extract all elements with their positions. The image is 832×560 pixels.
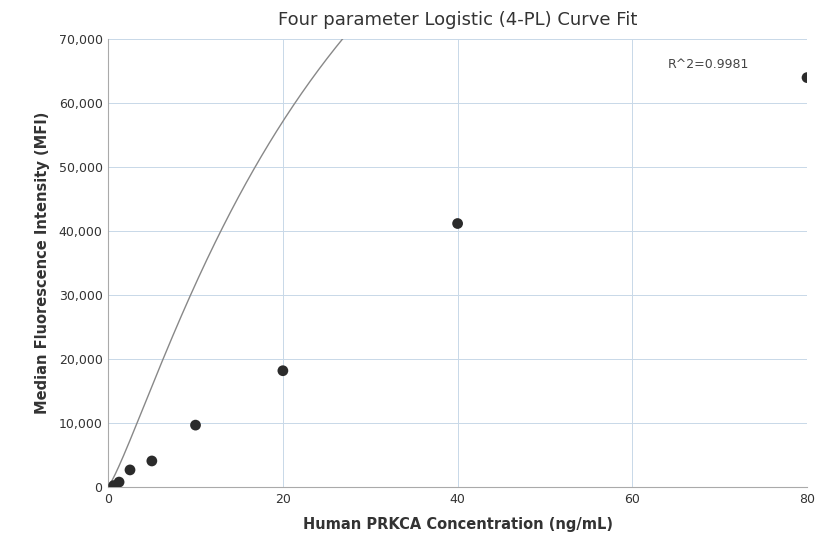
Point bbox=[112, 478, 126, 487]
X-axis label: Human PRKCA Concentration (ng/mL): Human PRKCA Concentration (ng/mL) bbox=[303, 517, 612, 532]
Point bbox=[451, 219, 464, 228]
Point bbox=[189, 421, 202, 430]
Y-axis label: Median Fluorescence Intensity (MFI): Median Fluorescence Intensity (MFI) bbox=[35, 112, 50, 414]
Point bbox=[107, 481, 121, 490]
Point bbox=[123, 465, 136, 474]
Point bbox=[800, 73, 814, 82]
Title: Four parameter Logistic (4-PL) Curve Fit: Four parameter Logistic (4-PL) Curve Fit bbox=[278, 11, 637, 29]
Point bbox=[146, 456, 159, 465]
Point bbox=[276, 366, 290, 375]
Text: R^2=0.9981: R^2=0.9981 bbox=[667, 58, 749, 71]
